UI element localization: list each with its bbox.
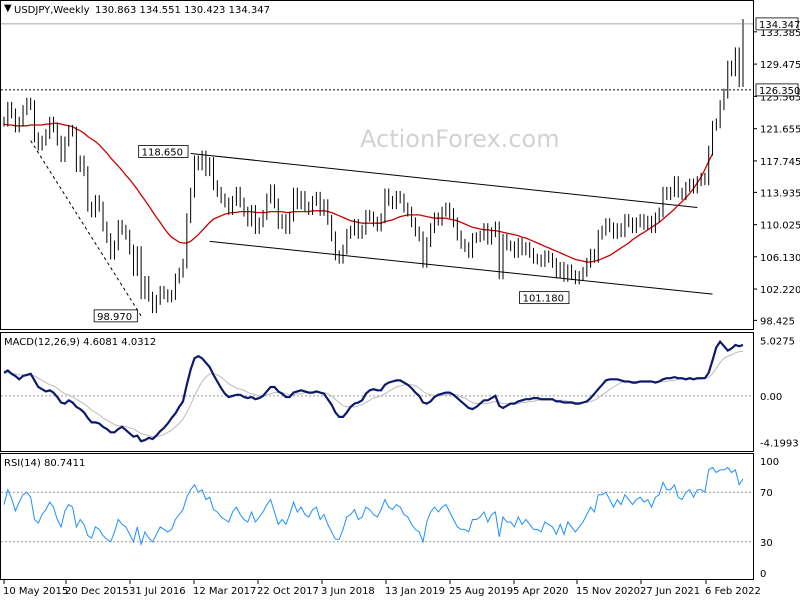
rsi-tick-label: 100 (760, 457, 779, 468)
x-tick-label: 5 Apr 2020 (513, 586, 568, 597)
price-panel (0, 0, 754, 330)
price-header-label: USDJPY,Weekly (14, 5, 90, 16)
collapse-triangle-icon[interactable]: ▼ (4, 3, 12, 14)
price-tick-label: 117.745 (760, 157, 800, 168)
macd-label: MACD(12,26,9) 4.6081 4.0312 (4, 337, 156, 348)
macd-tick-label: 0.00 (760, 392, 782, 403)
annotation-box-1 (93, 309, 138, 323)
x-tick-label: 12 Mar 2017 (193, 586, 256, 597)
axis-layer: 133.385 129.475 125.565 121.655 117.745 113.9… (3, 17, 800, 597)
annotation-box-0 (138, 145, 189, 158)
x-tick-label: 13 Jan 2019 (385, 586, 445, 597)
x-tick-label: 10 May 2015 (3, 586, 68, 597)
macd-tick-label: 5.0275 (760, 336, 795, 347)
rsi-tick-label: 0 (760, 569, 766, 580)
macd-tick-label: -4.1993 (760, 438, 799, 449)
macd-panel (0, 332, 754, 452)
rsi-tick-label: 70 (760, 488, 773, 499)
x-tick-label: 25 Aug 2019 (449, 586, 513, 597)
rsi-label: RSI(14) 80.7411 (4, 458, 85, 469)
last-price-tag-label: 134.347 (759, 20, 800, 31)
x-tick-label: 15 Nov 2020 (576, 586, 640, 597)
price-tick-label: 110.025 (760, 221, 800, 232)
price-tick-label: 121.655 (760, 125, 800, 136)
x-tick-label: 20 Dec 2015 (65, 586, 129, 597)
last-price-tag (755, 17, 799, 31)
macd-main-line (3, 339, 744, 443)
rsi-line (3, 466, 744, 547)
x-tick-label: 3 Jun 2018 (321, 586, 375, 597)
macd-signal-line (3, 350, 744, 438)
annotation-label-1: 98.970 (97, 312, 132, 323)
x-tick-label: 6 Feb 2022 (705, 586, 761, 597)
price-tick-label: 102.220 (760, 285, 800, 296)
price-tick-label: 113.935 (760, 188, 800, 199)
trendline-0 (190, 152, 698, 209)
price-header-ohlc: 130.863 134.551 130.423 134.347 (95, 5, 270, 16)
x-tick-label: 27 Jun 2021 (640, 586, 700, 597)
trendline-1 (209, 240, 713, 295)
annotation-box-2 (519, 291, 570, 305)
watermark: ActionForex.com (360, 125, 560, 153)
level-price-tag-label: 126.350 (759, 86, 800, 97)
trendline-2 (30, 140, 142, 317)
annotation-label-0: 118.650 (142, 147, 183, 158)
price-tick-label: 106.130 (760, 253, 800, 264)
rsi-tick-label: 30 (760, 538, 773, 549)
price-tick-label: 98.425 (760, 316, 795, 327)
price-tick-label: 125.565 (760, 92, 800, 103)
x-tick-label: 31 Jul 2016 (129, 586, 186, 597)
rsi-layer (1, 466, 753, 547)
price-tick-label: 129.475 (760, 60, 800, 71)
level-price-tag (755, 83, 799, 97)
price-tick-label: 133.385 (760, 28, 800, 39)
annotation-label-2: 101.180 (523, 294, 564, 305)
x-tick-label: 22 Oct 2017 (257, 586, 319, 597)
macd-layer (1, 339, 753, 443)
price-layer: 118.650 98.970 101.180 (1, 18, 753, 323)
